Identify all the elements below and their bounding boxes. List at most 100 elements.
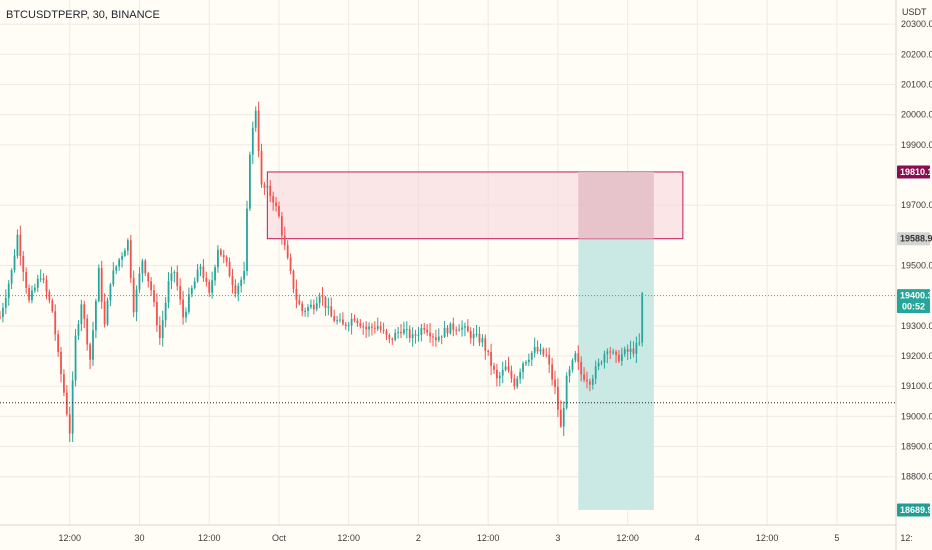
- candle-down: [429, 323, 431, 343]
- candle-body: [594, 366, 597, 379]
- candle-up: [199, 263, 202, 277]
- candle-up: [33, 283, 36, 294]
- candle-down: [542, 347, 545, 357]
- current-price-tag: 19400.300:52: [897, 289, 932, 314]
- candle-body: [185, 311, 187, 318]
- stop-price-tag: 19810.1: [897, 165, 932, 179]
- candle-body: [94, 300, 97, 331]
- candle-body: [330, 306, 333, 317]
- candle-body: [565, 375, 568, 408]
- candle-body: [36, 278, 39, 288]
- candle-up: [246, 200, 248, 276]
- candle-body: [635, 343, 638, 354]
- candle-body: [446, 327, 449, 334]
- candle-up: [196, 263, 199, 283]
- candle-body: [580, 361, 583, 375]
- candle-down: [432, 333, 434, 347]
- candle-body: [615, 351, 617, 355]
- candle-body: [507, 366, 510, 371]
- stop-zone-overlap: [578, 171, 654, 239]
- candle-down: [400, 324, 402, 339]
- candle-body: [187, 294, 190, 312]
- candle-up: [13, 248, 16, 273]
- candle-body: [588, 381, 591, 385]
- candle-up: [612, 348, 615, 355]
- candle-down: [83, 300, 86, 328]
- candle-up: [600, 360, 603, 366]
- candle-body: [141, 260, 144, 274]
- candle-body: [466, 326, 469, 332]
- candle-body: [219, 249, 222, 255]
- candle-body: [577, 353, 580, 362]
- candle-down: [580, 356, 583, 382]
- candle-down: [577, 345, 580, 370]
- candle-down: [341, 312, 344, 326]
- candle-body: [68, 414, 71, 434]
- candle-body: [551, 364, 554, 380]
- candle-body: [414, 334, 417, 336]
- current-price-tag-text: 19400.3: [900, 291, 932, 301]
- candle-body: [25, 271, 28, 288]
- candle-down: [278, 201, 280, 219]
- candle-body: [344, 324, 347, 326]
- x-tick-label: Oct: [272, 533, 287, 543]
- candle-up: [164, 297, 167, 328]
- candle-body: [269, 185, 272, 197]
- candle-body: [208, 281, 211, 293]
- candle-body: [2, 307, 4, 317]
- candle-up: [403, 321, 405, 336]
- candle-body: [7, 283, 10, 298]
- candle-down: [353, 314, 356, 323]
- candle-down: [588, 378, 591, 392]
- candle-down: [234, 279, 237, 298]
- candle-down: [22, 251, 25, 282]
- candle-body: [129, 240, 132, 279]
- x-tick-label: 12:00: [477, 533, 500, 543]
- candle-body: [310, 304, 312, 308]
- candle-body: [620, 354, 623, 361]
- y-tick-label: 19500.0: [901, 261, 932, 271]
- candle-up: [315, 296, 318, 312]
- candle-body: [501, 369, 504, 376]
- candle-body: [516, 378, 519, 387]
- candle-body: [455, 329, 458, 331]
- candle-body: [394, 332, 397, 340]
- candle-up: [190, 285, 193, 298]
- candle-down: [344, 321, 347, 330]
- candle-body: [312, 304, 315, 310]
- candle-body: [353, 318, 356, 321]
- candle-down: [536, 340, 539, 354]
- candle-body: [92, 330, 94, 360]
- y-tick-label: 18900.0: [901, 442, 932, 452]
- target-price-tag-bg: [897, 503, 930, 517]
- candle-body: [371, 326, 373, 328]
- candle-body: [28, 287, 30, 301]
- candle-down: [455, 326, 458, 336]
- candle-body: [237, 286, 240, 294]
- candle-down: [493, 362, 495, 374]
- candle-body: [437, 336, 440, 341]
- candle-up: [126, 238, 129, 256]
- candle-body: [307, 307, 309, 311]
- candle-body: [272, 196, 275, 203]
- candle-down: [434, 329, 437, 347]
- candle-down: [615, 349, 617, 363]
- candle-body: [461, 327, 463, 330]
- symbol-title[interactable]: BTCUSDTPERP, 30, BINANCE: [6, 9, 160, 21]
- y-tick-label: 19000.0: [901, 411, 932, 421]
- candle-body: [257, 110, 260, 151]
- candle-body: [504, 366, 507, 370]
- candle-down: [263, 182, 266, 196]
- candle-up: [417, 326, 420, 342]
- candle-body: [263, 184, 266, 188]
- candle-down: [103, 293, 106, 328]
- candle-body: [106, 300, 109, 325]
- candle-up: [522, 361, 524, 380]
- candle-up: [237, 282, 240, 302]
- candle-up: [240, 276, 243, 293]
- candle-up: [397, 326, 400, 339]
- candle-up: [571, 358, 574, 373]
- candle-body: [411, 334, 414, 339]
